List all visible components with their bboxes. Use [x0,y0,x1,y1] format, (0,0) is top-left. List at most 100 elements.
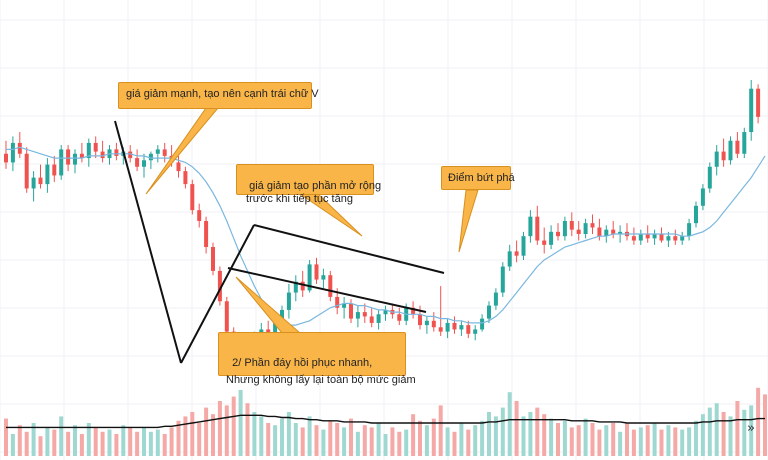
candle [197,203,202,228]
volume-bar [445,427,450,456]
candle-body [445,322,450,332]
volume-bar [293,423,298,456]
candle-body [611,229,616,235]
volume-bar [659,429,664,456]
candle [528,210,533,243]
candle-body [452,322,457,330]
v-left-edge [114,120,182,364]
volume-bar [169,427,174,456]
volume-bar [556,423,560,456]
volume-bar [694,420,698,456]
candle [376,309,381,330]
candle-body [38,177,43,185]
candle-body [652,234,657,239]
candle-body [176,162,181,172]
candle [17,132,22,159]
candle [100,140,105,163]
candle-body [687,223,692,237]
candle [687,218,692,241]
candle-body [507,251,512,267]
volume-bar [721,412,726,456]
candle [514,240,519,263]
candle [652,229,657,245]
volume-bar [328,420,333,456]
candle-body [418,314,422,326]
volume-bar [86,423,91,456]
candle [583,218,588,239]
volume-bar [155,429,160,456]
candle-body [397,314,402,321]
candle-body [66,149,71,165]
candle-body [542,240,547,245]
volume-bar [197,423,202,456]
candle [604,225,609,243]
candle [24,147,29,193]
volume-bar [79,434,84,456]
volume-bar [431,418,436,456]
candle [756,84,761,124]
candle-body [148,153,153,161]
candle-body [52,164,57,176]
volume-bar [507,392,512,456]
candle-body [480,318,485,330]
candle-body [73,153,77,165]
candle [493,288,498,310]
candle-body [31,177,36,189]
volume-bar [252,412,257,456]
candle [369,307,374,328]
candle-body [742,132,747,154]
candle-body [514,251,519,256]
candle [307,260,312,293]
candle-body [535,216,540,241]
volume-bar [52,429,57,456]
candle [466,320,471,339]
volume-bar [680,429,685,456]
volume-bar [342,427,347,456]
candle-body [369,316,374,323]
candle [611,220,616,239]
candle-body [59,149,64,176]
candle [45,158,50,193]
candle-body [749,88,754,133]
volume-bar [217,401,222,456]
candle-body [756,88,761,117]
candle-body [666,236,671,241]
volume-bar [273,425,278,456]
candle [673,229,678,245]
volume-ma-line [6,414,765,429]
candle-body [355,312,360,319]
candle [59,145,64,180]
volume-bar [231,396,236,456]
candle [694,201,698,228]
candle-body [349,303,353,319]
candle [176,155,181,178]
candle [556,223,560,241]
volume-bar [66,431,71,456]
scroll-to-latest-button[interactable]: » [742,420,760,438]
volume-bar [190,412,195,456]
volume-bar [618,431,623,456]
candle-body [604,229,609,237]
candle [576,220,581,241]
callout-v-left-text: giá giảm mạnh, tạo nên cạnh trái chữ V [126,88,319,100]
volume-bar [418,420,422,456]
candle [142,153,146,178]
candle-body [735,140,740,154]
volume-bar [148,431,153,456]
candle-body [155,149,160,154]
candle [162,142,167,163]
volume-bar [31,423,36,456]
volume-bar [480,420,485,456]
volume-bar [562,420,567,456]
candle-body [528,216,533,237]
volume-bar [411,414,416,456]
volume-bar [135,431,140,456]
candle [362,303,367,323]
candle [659,227,664,243]
candle [728,136,733,165]
candle-body [459,325,464,330]
candle [79,142,84,163]
volume-bar [383,434,388,456]
candle-body [569,220,574,230]
